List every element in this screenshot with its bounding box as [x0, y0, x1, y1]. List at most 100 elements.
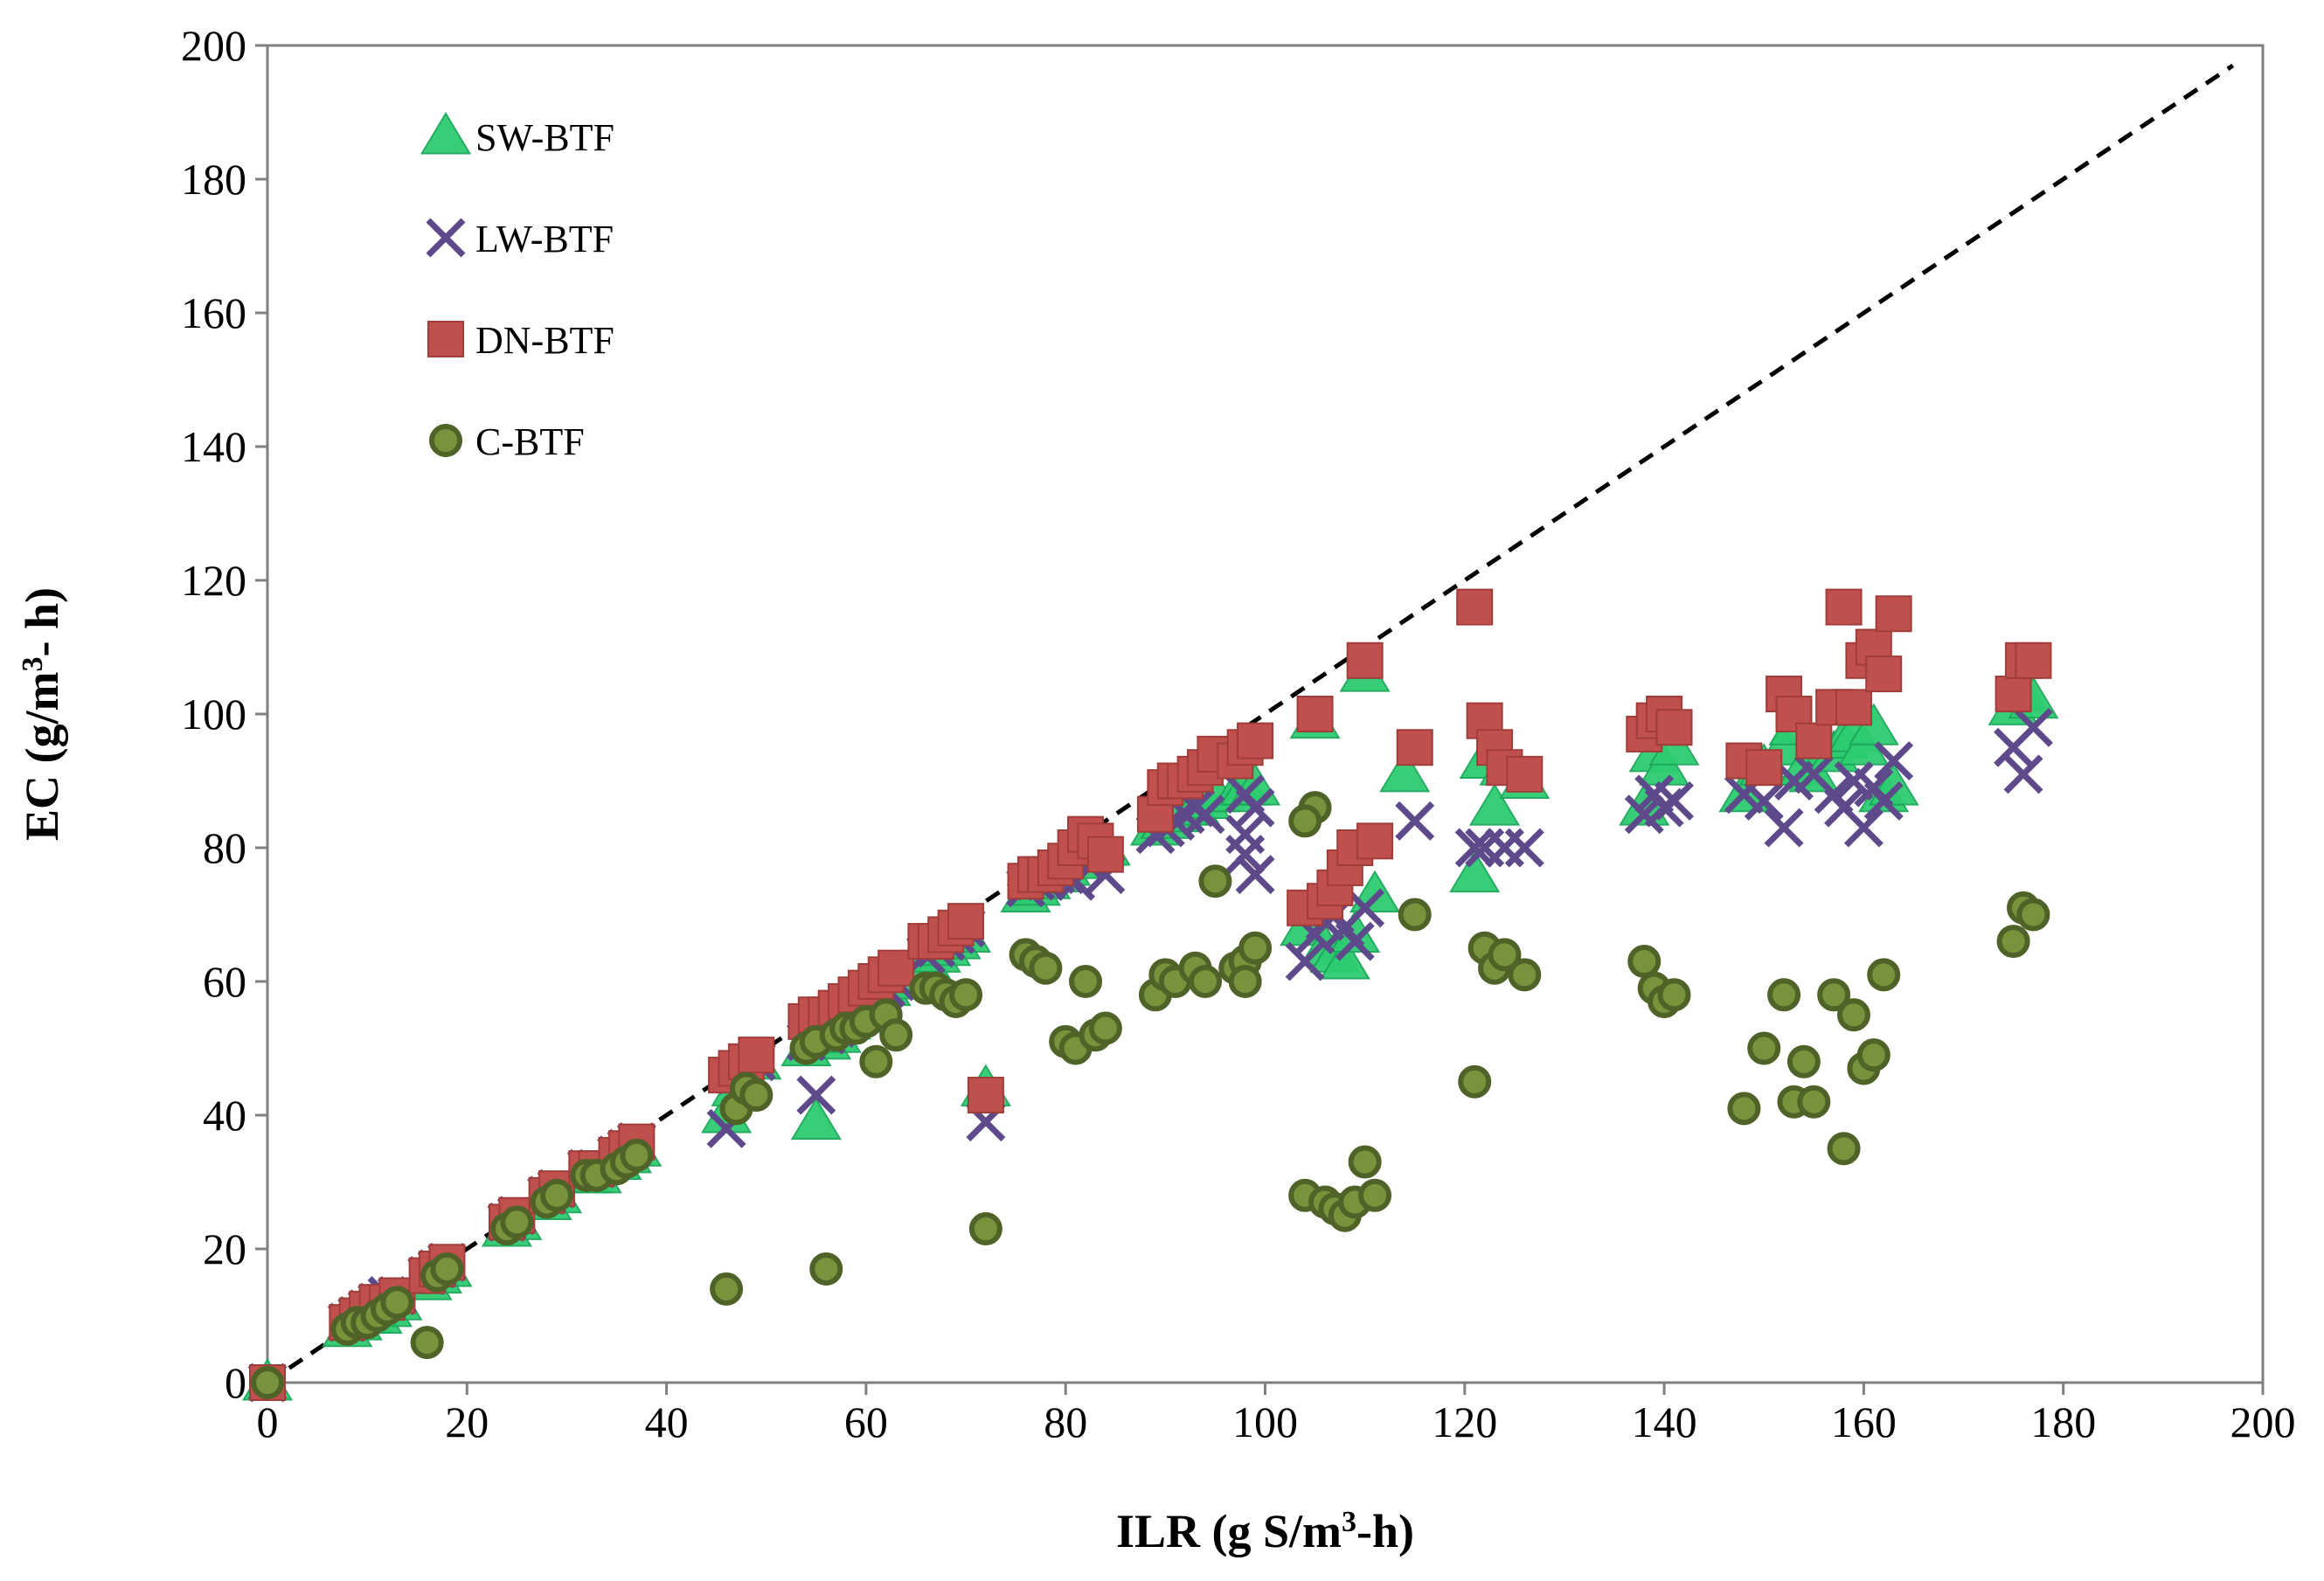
legend-item: LW-BTF	[426, 218, 614, 260]
data-point	[1348, 1145, 1382, 1179]
data-point	[1237, 722, 1274, 759]
data-point	[1508, 958, 1542, 992]
data-point	[859, 1044, 893, 1078]
legend-label: DN-BTF	[475, 319, 614, 362]
series-c-btf	[251, 791, 2050, 1399]
y-tick-label: 80	[203, 823, 246, 872]
data-point	[2013, 707, 2053, 747]
x-tick-label: 140	[1632, 1397, 1697, 1446]
legend-item: SW-BTF	[420, 112, 614, 159]
data-point	[410, 1326, 444, 1360]
data-point	[790, 1097, 842, 1141]
data-point	[1996, 925, 2030, 959]
data-point	[2003, 754, 2043, 794]
x-tick-label: 120	[1432, 1397, 1497, 1446]
x-tick-label: 80	[1044, 1397, 1087, 1446]
legend-marker	[426, 218, 466, 258]
data-point	[1744, 780, 1784, 821]
data-point	[738, 1037, 775, 1074]
legend-label: LW-BTF	[475, 218, 614, 260]
series-dn-btf	[249, 588, 2052, 1401]
data-point	[1827, 1132, 1861, 1166]
data-point	[1747, 1031, 1781, 1065]
y-tick-label: 40	[203, 1091, 246, 1140]
legend-item: DN-BTF	[427, 319, 614, 362]
data-point	[1655, 709, 1693, 746]
data-point	[2015, 641, 2052, 679]
y-tick-label: 200	[181, 21, 246, 70]
data-point	[1797, 1085, 1831, 1119]
y-tick-label: 100	[181, 690, 246, 738]
data-point	[1225, 774, 1266, 815]
y-axis-title: EC (g/m3- h)	[16, 587, 68, 841]
legend-marker	[427, 321, 464, 357]
data-point	[1727, 1092, 1761, 1126]
data-point	[1356, 822, 1394, 860]
data-point	[710, 1272, 744, 1306]
data-point	[500, 1205, 534, 1239]
plot-layer: 0 20 40 60 80 100 120 140 160 180 200 0 20 40 60 80 100 1…	[181, 21, 2296, 1446]
data-point	[1745, 749, 1783, 787]
data-point	[967, 1077, 1004, 1114]
data-point	[796, 1075, 836, 1115]
y-tick-label: 60	[203, 957, 246, 1006]
data-point	[1185, 794, 1225, 835]
data-point	[1767, 978, 1801, 1012]
data-point	[1088, 1011, 1122, 1045]
data-point	[1235, 855, 1275, 895]
data-point	[1456, 588, 1494, 626]
data-point	[1086, 836, 1124, 873]
data-point	[1627, 945, 1661, 979]
legend-label: C-BTF	[475, 420, 585, 463]
data-point	[1875, 595, 1912, 633]
x-tick-label: 180	[2030, 1397, 2096, 1446]
data-point	[1504, 828, 1544, 868]
data-point	[1228, 965, 1262, 998]
data-point	[879, 1018, 913, 1052]
x-tick-label: 160	[1831, 1397, 1897, 1446]
data-point	[1198, 864, 1232, 898]
x-tick-label: 200	[2230, 1397, 2296, 1446]
data-point	[1655, 780, 1694, 821]
data-point	[1296, 696, 1334, 732]
data-point	[1285, 941, 1325, 981]
data-point	[1454, 828, 1495, 868]
data-point	[1856, 1038, 1890, 1072]
data-point	[1843, 808, 1883, 848]
data-point	[1069, 965, 1103, 998]
data-point	[1396, 729, 1433, 766]
data-point	[620, 1138, 654, 1172]
data-point	[1863, 780, 1904, 821]
data-point	[1506, 755, 1544, 793]
x-tick-label: 0	[257, 1397, 279, 1446]
data-point	[947, 903, 985, 940]
data-point	[1657, 978, 1691, 1012]
data-point	[1398, 898, 1432, 932]
y-tick-label: 140	[181, 422, 246, 471]
data-point	[1238, 931, 1273, 965]
data-point	[1836, 998, 1870, 1032]
y-tick-label: 160	[181, 288, 246, 337]
data-point	[1994, 676, 2032, 713]
data-point	[1865, 655, 1903, 693]
legend-item: C-BTF	[429, 420, 585, 463]
y-tick-label: 20	[203, 1224, 246, 1273]
data-point	[1764, 808, 1804, 848]
data-point	[1029, 951, 1063, 985]
x-tick-label: 100	[1232, 1397, 1298, 1446]
data-point	[1867, 958, 1901, 992]
data-point	[430, 1252, 464, 1286]
data-point	[1358, 1178, 1392, 1212]
data-point	[809, 1252, 843, 1286]
data-point	[1288, 804, 1322, 838]
data-point	[1825, 588, 1863, 626]
data-point	[1874, 741, 1914, 781]
data-point	[540, 1178, 574, 1212]
legend-label: SW-BTF	[475, 116, 614, 159]
data-point	[380, 1286, 414, 1320]
data-point	[251, 1366, 284, 1399]
x-axis-title: ILR (g S/m3-h)	[1116, 1505, 1414, 1557]
data-point	[1458, 1064, 1492, 1099]
